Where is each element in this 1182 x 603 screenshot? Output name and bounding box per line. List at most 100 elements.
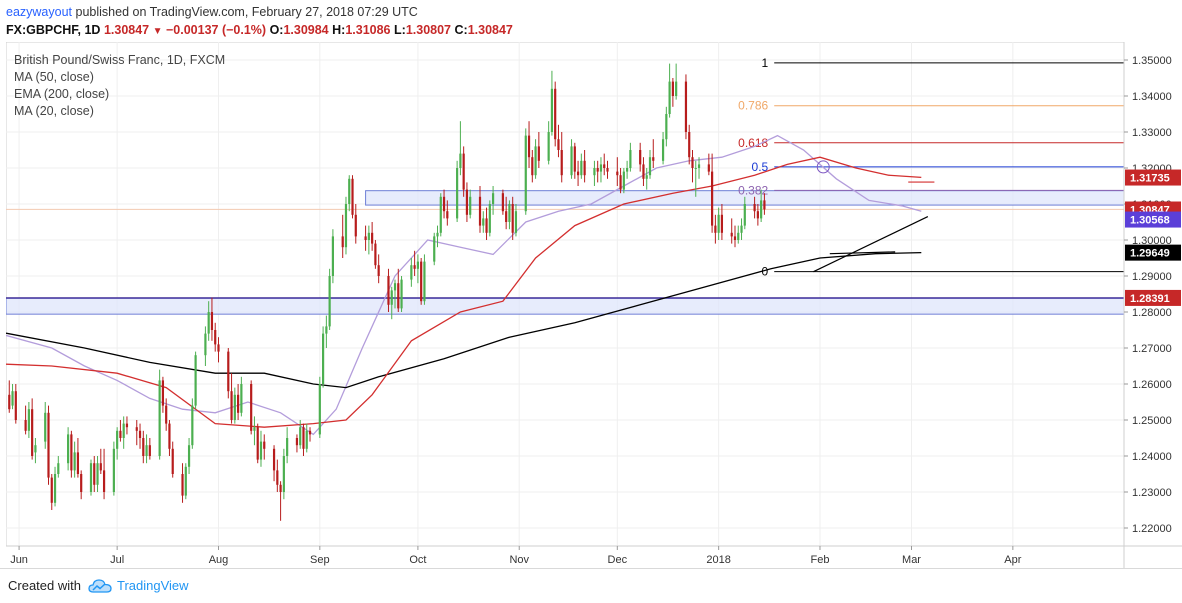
indicator-line [5, 251, 922, 389]
candle-body [204, 333, 207, 356]
close-value: 1.30847 [467, 23, 513, 37]
candle-body [331, 236, 335, 276]
candle-body [44, 412, 47, 442]
price-tick-label: 1.26000 [1132, 379, 1172, 391]
price-axis[interactable]: 1.350001.340001.330001.320001.310001.300… [1124, 55, 1172, 535]
price-tick-label: 1.29000 [1132, 271, 1172, 283]
price-tick-label: 1.33000 [1132, 127, 1172, 139]
time-tick-label: Feb [810, 554, 829, 566]
candle-body [217, 344, 220, 352]
candle-body [184, 466, 187, 496]
price-tick-label: 1.22000 [1132, 523, 1172, 535]
legend-entry: EMA (200, close) [14, 87, 109, 101]
candle-body [622, 171, 625, 190]
publish-line: eazywayout published on TradingView.com,… [6, 5, 418, 19]
candle-body [8, 394, 11, 410]
candle-body [442, 196, 446, 212]
candle-body [53, 474, 57, 503]
candle-body [125, 423, 129, 428]
low-label: L: [394, 23, 406, 37]
price-tick-label: 1.34000 [1132, 91, 1172, 103]
time-axis[interactable]: Jun Jul Aug Sep Oct Nov Dec 2018 Feb Mar Apr [10, 546, 1022, 566]
candle-body [756, 211, 759, 219]
price-tick-label: 1.30000 [1132, 235, 1172, 247]
chart-header: eazywayout published on TradingView.com,… [0, 0, 1182, 42]
candle-body [707, 164, 710, 172]
candle-body [27, 409, 30, 431]
candle-body [456, 168, 459, 219]
candle-body [570, 146, 573, 176]
candle-body [583, 160, 586, 176]
candle-body [351, 178, 354, 215]
candle-body [675, 81, 678, 96]
candle-body [214, 330, 217, 345]
candle-body [145, 445, 148, 456]
symbol-label: FX:GBPCHF, 1D [6, 23, 101, 37]
candle-body [47, 412, 50, 478]
price-badge [1125, 244, 1181, 261]
candle-body [439, 196, 442, 233]
candle-body [684, 81, 688, 132]
trend-lines [813, 216, 929, 273]
candle-body [256, 427, 259, 460]
candle-body [511, 204, 514, 233]
price-tick-label: 1.25000 [1132, 415, 1172, 427]
candle-body [99, 463, 102, 471]
candle-body [76, 452, 80, 474]
candle-body [89, 463, 93, 492]
price-change: −0.00137 (−0.1%) [166, 23, 267, 37]
candle-body [11, 391, 14, 406]
candle-body [171, 448, 174, 474]
tradingview-link[interactable]: TradingView [117, 578, 189, 593]
candle-body [116, 430, 119, 449]
chart-area[interactable]: 1 0.786 0.618 0.5 0.382 0 British Pound/Swiss… [5, 41, 1182, 568]
candle-body [374, 243, 377, 266]
candle-body [436, 232, 439, 237]
open-label: O: [269, 23, 284, 37]
candle-body [697, 164, 701, 168]
candle-body [138, 430, 142, 438]
candle-body [161, 380, 165, 406]
candle-body [648, 157, 652, 176]
candle-body [688, 132, 691, 158]
candle-body [181, 474, 184, 496]
candle-body [377, 265, 380, 276]
price-badge-label: 1.30568 [1130, 215, 1170, 227]
candle-body [233, 394, 236, 420]
candle-body [119, 430, 122, 438]
candle-body [387, 276, 390, 305]
plot-frame [5, 41, 1125, 547]
candle-body [501, 193, 504, 212]
candle-body [279, 484, 282, 492]
candle-body [410, 265, 413, 280]
price-tick-label: 1.24000 [1132, 451, 1172, 463]
candle-body [717, 214, 720, 233]
candle-body [730, 232, 733, 237]
last-price: 1.30847 [103, 23, 150, 37]
price-tick-label: 1.27000 [1132, 343, 1172, 355]
price-badge-label: 1.31735 [1130, 173, 1170, 185]
candle-body [603, 164, 606, 168]
candle-body [31, 409, 34, 456]
candle-body [714, 225, 717, 233]
candle-body [305, 430, 308, 449]
candle-body [619, 175, 622, 190]
candle-body [102, 470, 106, 492]
low-value: 1.30807 [405, 23, 451, 37]
candle-body [240, 384, 243, 413]
candle-body [354, 214, 357, 237]
candle-body [482, 218, 485, 226]
candle-body [34, 445, 37, 453]
candle-body [524, 135, 527, 212]
candle-body [250, 384, 253, 431]
candle-body [576, 171, 580, 176]
candle-body [142, 438, 145, 456]
author-link[interactable]: eazywayout [6, 5, 73, 19]
created-with-text: Created with [8, 578, 81, 593]
candle-body [321, 333, 325, 384]
candle-body [694, 168, 697, 169]
candle-body [253, 427, 256, 431]
price-tick-label: 1.23000 [1132, 487, 1172, 499]
